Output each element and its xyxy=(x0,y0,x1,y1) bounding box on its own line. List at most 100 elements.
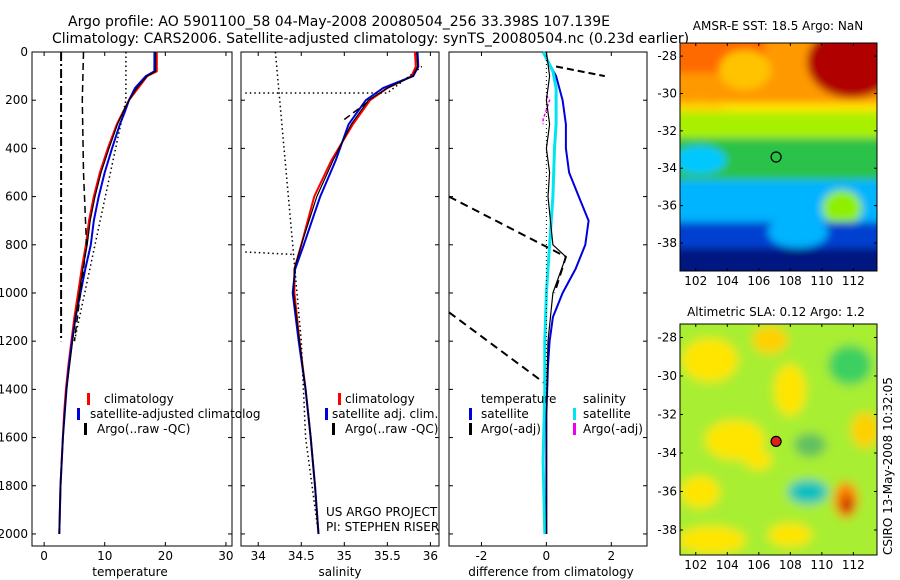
legend-diff-t-sat-swatch xyxy=(469,408,472,420)
sla-map-ticks: 102 104 106 108 110 112 -28 -30 -32 -34 -36 -38 xyxy=(657,324,877,572)
map-xtick-label: 102 xyxy=(684,558,707,572)
map-ytick-label: -32 xyxy=(657,407,677,421)
map-xtick-label: 106 xyxy=(747,274,770,288)
map-ytick-label: -34 xyxy=(657,161,677,175)
ytick-label: 1800 xyxy=(0,479,28,493)
project-label: US ARGO PROJECT xyxy=(326,505,438,519)
temperature-lines xyxy=(58,51,158,535)
map-xtick-label: 104 xyxy=(716,274,739,288)
salinity-panel: 34 34.5 35 35.5 36 salinity climatology sate… xyxy=(240,51,440,579)
series-argo-dash-c xyxy=(448,311,547,386)
map-ytick-label: -30 xyxy=(657,86,677,100)
legend-sal-climatology-swatch xyxy=(338,393,341,405)
map-ytick-label: -36 xyxy=(657,199,677,213)
sla-argo-marker xyxy=(770,435,782,447)
legend-sal-satellite-swatch xyxy=(325,408,328,420)
series-argo-dot-c xyxy=(245,251,293,256)
salinity-axes-box xyxy=(240,51,440,547)
xtick-label: 36 xyxy=(423,549,438,563)
ytick-label: 1200 xyxy=(0,334,28,348)
sst-map-title: AMSR-E SST: 18.5 Argo: NaN xyxy=(693,19,863,33)
legend-climatology-swatch xyxy=(87,393,90,405)
ytick-label: 1400 xyxy=(0,382,28,396)
salinity-xlabel: salinity xyxy=(318,565,361,579)
temperature-panel: 0 10 20 30 0 200 400 600 800 1000 1200 1400 1600 1800… xyxy=(0,45,260,579)
map-xtick-label: 106 xyxy=(747,558,770,572)
ytick-label: 2000 xyxy=(0,527,28,541)
xtick-label: -2 xyxy=(475,549,487,563)
sst-map-ticks: 102 104 106 108 110 112 -28 -30 -32 -34 -36 -38 xyxy=(657,43,877,288)
map-ytick-label: -36 xyxy=(657,484,677,498)
series-argo-dot-b xyxy=(245,65,423,94)
xtick-label: 10 xyxy=(97,549,112,563)
map-xtick-label: 110 xyxy=(810,558,833,572)
series-argo-dot-a xyxy=(274,51,320,535)
legend-sal-satellite: satellite adj. clim. xyxy=(332,407,438,421)
difference-panel: -2 0 2 difference from climatology tempera… xyxy=(448,51,648,579)
map-ytick-label: -28 xyxy=(657,49,677,63)
sst-map-frame xyxy=(679,42,878,272)
series-argo-dot xyxy=(73,52,127,342)
map-xtick-label: 112 xyxy=(842,558,865,572)
xtick-label: 0 xyxy=(543,549,551,563)
xtick-label: 34 xyxy=(251,549,266,563)
header-line-1: Argo profile: AO 5901100_58 04-May-2008 … xyxy=(68,14,610,30)
series-argo xyxy=(58,52,157,535)
map-ytick-label: -30 xyxy=(657,369,677,383)
map-ytick-label: -38 xyxy=(657,236,677,250)
pi-label: PI: STEPHEN RISER xyxy=(326,520,439,534)
legend-diff-t-argo: Argo(-adj) xyxy=(481,422,541,436)
legend-sal-argo: Argo(..raw -QC) xyxy=(345,422,438,436)
xtick-label: 35.5 xyxy=(374,549,401,563)
series-satellite xyxy=(291,51,420,535)
legend-diff-s-argo: Argo(-adj) xyxy=(583,422,643,436)
map-xtick-label: 108 xyxy=(779,558,802,572)
difference-xlabel: difference from climatology xyxy=(468,565,634,579)
temperature-xlabel: temperature xyxy=(92,565,167,579)
series-sal_argo xyxy=(542,94,551,125)
legend-sal-argo-swatch xyxy=(332,423,335,435)
xtick-label: 34.5 xyxy=(288,549,315,563)
sst-map-panel: AMSR-E SST: 18.5 Argo: NaN 102 104 106 108 1… xyxy=(657,19,878,288)
series-argo xyxy=(292,51,419,535)
xtick-label: 20 xyxy=(158,549,173,563)
legend-satellite-swatch xyxy=(77,408,80,420)
sla-map-panel: Altimetric SLA: 0.12 Argo: 1.2 1 xyxy=(657,305,878,572)
legend-climatology: climatology xyxy=(104,392,174,406)
difference-lines xyxy=(448,51,605,535)
map-xtick-label: 102 xyxy=(684,274,707,288)
ytick-label: 200 xyxy=(5,93,28,107)
series-argo xyxy=(545,51,567,534)
xtick-label: 35 xyxy=(337,549,352,563)
sst-argo-marker xyxy=(770,151,782,163)
sla-map-frame xyxy=(679,323,878,556)
sst-heatmap xyxy=(680,43,877,271)
legend-argo-swatch xyxy=(84,423,87,435)
series-argo-dash xyxy=(73,51,88,342)
map-xtick-label: 110 xyxy=(810,274,833,288)
legend-satellite-adjusted: satellite-adjusted climatolog xyxy=(90,407,260,421)
series-argo-dash-a xyxy=(555,65,605,78)
temperature-ticks: 0 10 20 30 0 200 400 600 800 1000 1200 1400 1600 1800… xyxy=(0,45,234,563)
series-satellite xyxy=(542,51,590,534)
ytick-label: 1600 xyxy=(0,431,28,445)
ytick-label: 1000 xyxy=(0,286,28,300)
legend-diff-s-satellite: satellite xyxy=(583,407,631,421)
salinity-ticks: 34 34.5 35 35.5 36 xyxy=(241,51,439,563)
map-ytick-label: -28 xyxy=(657,330,677,344)
salinity-lines xyxy=(245,51,423,535)
difference-axes-box xyxy=(448,51,648,547)
ytick-label: 0 xyxy=(20,45,28,59)
legend-argo: Argo(..raw -QC) xyxy=(97,422,190,436)
legend-diff-s-argo-swatch xyxy=(573,423,576,435)
series-satellite xyxy=(58,52,156,535)
map-ytick-label: -38 xyxy=(657,523,677,537)
xtick-label: 30 xyxy=(218,549,233,563)
legend-diff-t-satellite: satellite xyxy=(481,407,529,421)
xtick-label: 0 xyxy=(40,549,48,563)
map-ytick-label: -32 xyxy=(657,124,677,138)
series-sal_satellite xyxy=(541,51,558,535)
ytick-label: 600 xyxy=(5,190,28,204)
ytick-label: 800 xyxy=(5,238,28,252)
